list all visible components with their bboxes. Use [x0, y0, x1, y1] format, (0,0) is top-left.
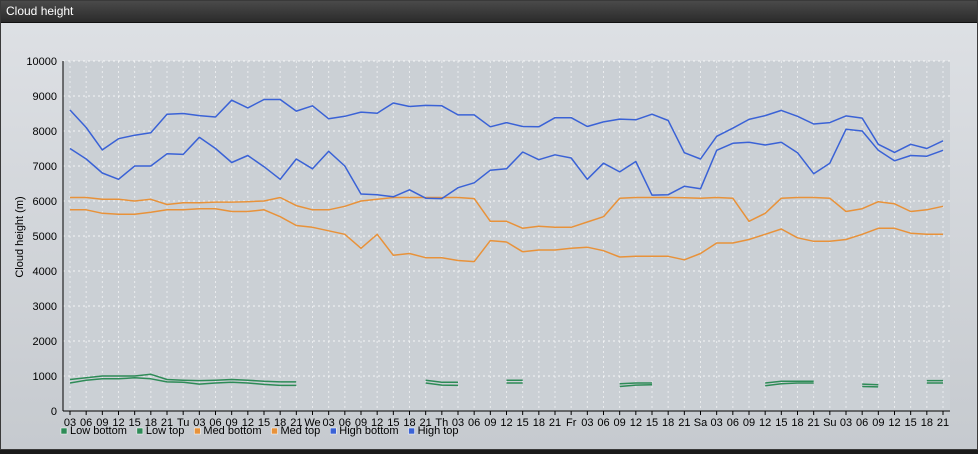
- x-tick-label: 18: [921, 417, 933, 429]
- x-tick-label: 06: [856, 417, 868, 429]
- legend-swatch: [272, 428, 278, 434]
- x-tick-label: 12: [500, 417, 512, 429]
- x-tick-label: 21: [678, 417, 690, 429]
- legend-swatch: [409, 428, 415, 434]
- x-tick-label: 15: [775, 417, 787, 429]
- legend-item: High top: [409, 425, 459, 437]
- legend-swatch: [330, 428, 336, 434]
- x-tick-label: Su: [823, 417, 836, 429]
- x-tick-label: 06: [468, 417, 480, 429]
- x-tick-label: 12: [888, 417, 900, 429]
- legend-label: Low top: [146, 425, 185, 437]
- legend-label: High bottom: [339, 425, 398, 437]
- x-tick-label: 15: [517, 417, 529, 429]
- legend-label: High top: [418, 425, 459, 437]
- series-line-segment: [862, 384, 878, 385]
- x-tick-label: 21: [937, 417, 949, 429]
- y-tick-label: 5000: [33, 231, 57, 243]
- x-tick-label: 03: [840, 417, 852, 429]
- x-tick-label: 18: [791, 417, 803, 429]
- legend-swatch: [137, 428, 143, 434]
- x-tick-label: 15: [129, 417, 141, 429]
- y-tick-label: 9000: [33, 91, 57, 103]
- y-tick-label: 4000: [33, 266, 57, 278]
- window-titlebar: Cloud height: [1, 1, 977, 23]
- x-tick-label: Fr: [566, 417, 577, 429]
- window-title: Cloud height: [6, 4, 73, 18]
- y-axis-label: Cloud height (m): [14, 196, 26, 277]
- y-tick-label: 1000: [33, 371, 57, 383]
- x-tick-label: 09: [484, 417, 496, 429]
- chart-area: 0 1000 2000 3000 4000 5000 6000 7000 8000 9000 100…: [1, 23, 977, 449]
- x-tick-label: 06: [727, 417, 739, 429]
- x-tick-label: 18: [533, 417, 545, 429]
- x-tick-label: 15: [905, 417, 917, 429]
- x-tick-label: 18: [403, 417, 415, 429]
- x-tick-label: Sa: [694, 417, 708, 429]
- grid-lines: [63, 61, 950, 411]
- legend-swatch: [61, 428, 67, 434]
- cloud-height-chart: 0 1000 2000 3000 4000 5000 6000 7000 8000 9000 100…: [1, 23, 977, 449]
- legend-item: Med bottom: [194, 425, 261, 437]
- x-tick-label: 12: [759, 417, 771, 429]
- legend-swatch: [194, 428, 200, 434]
- legend-item: Low bottom: [61, 425, 127, 437]
- y-tick-label: 2000: [33, 336, 57, 348]
- x-tick-label: 09: [614, 417, 626, 429]
- series-line-segment: [620, 383, 652, 384]
- x-tick-label: 09: [872, 417, 884, 429]
- legend-label: Low bottom: [70, 425, 127, 437]
- x-tick-label: 21: [549, 417, 561, 429]
- legend-item: High bottom: [330, 425, 398, 437]
- y-tick-label: 8000: [33, 126, 57, 138]
- y-tick-label: 3000: [33, 301, 57, 313]
- y-tick-label: 10000: [26, 56, 57, 68]
- x-tick-label: 15: [646, 417, 658, 429]
- x-tick-label: 18: [662, 417, 674, 429]
- y-tick-label: 6000: [33, 196, 57, 208]
- x-tick-label: 03: [323, 417, 335, 429]
- x-tick-label: 03: [711, 417, 723, 429]
- x-tick-label: 03: [581, 417, 593, 429]
- x-tick-label: 09: [743, 417, 755, 429]
- x-tick-label: 21: [808, 417, 820, 429]
- y-tick-label: 0: [51, 406, 57, 418]
- legend-label: Med bottom: [203, 425, 261, 437]
- legend-label: Med top: [281, 425, 321, 437]
- x-tick-label: 12: [630, 417, 642, 429]
- x-tick-label: 06: [597, 417, 609, 429]
- y-tick-label: 7000: [33, 161, 57, 173]
